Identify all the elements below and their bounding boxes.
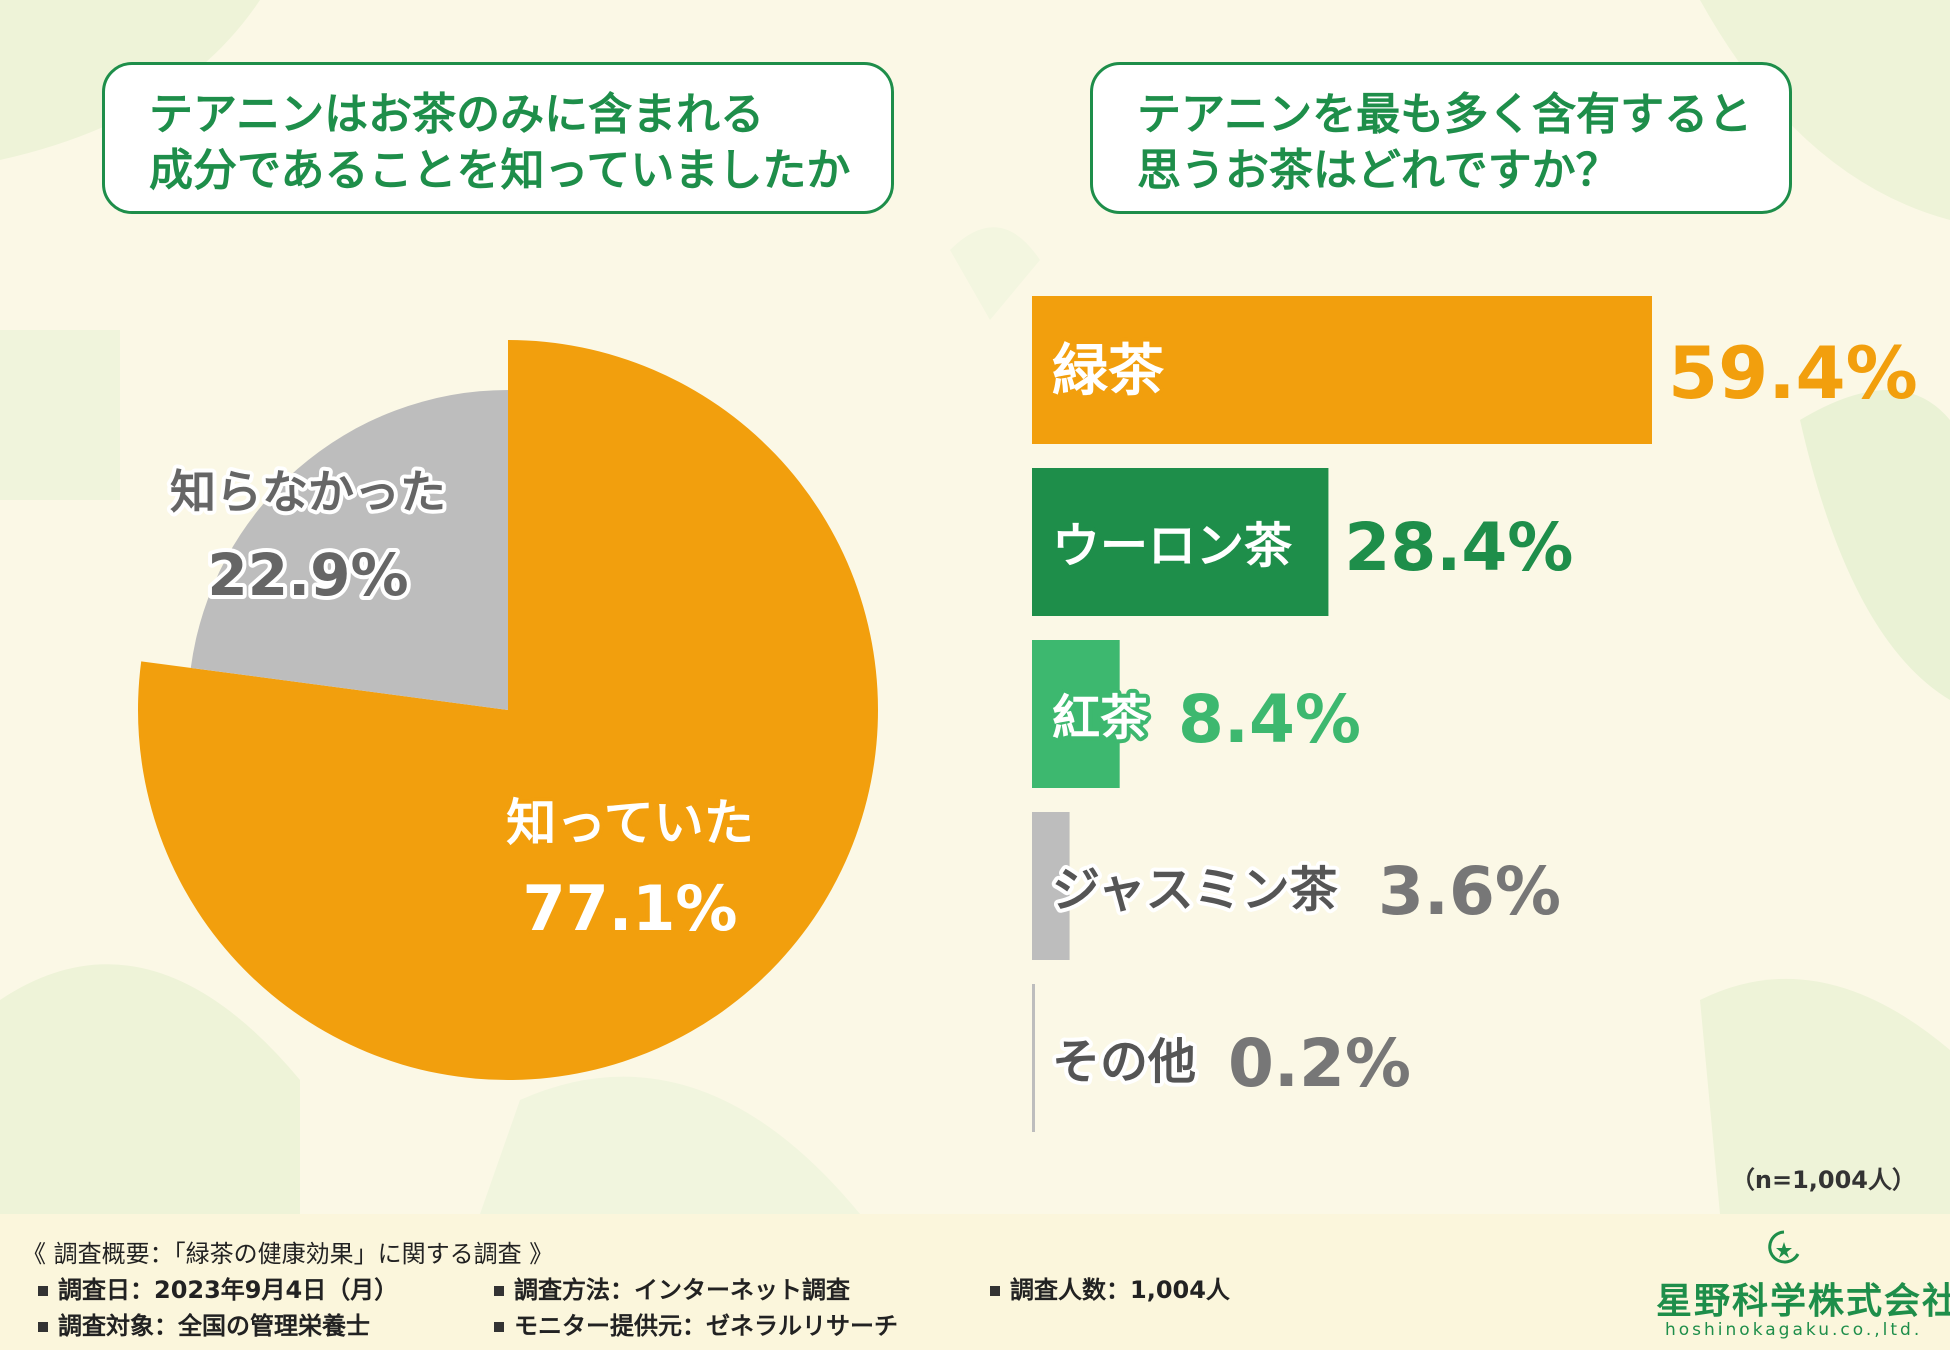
bullet-icon <box>990 1286 1000 1296</box>
footer: 《 調査概要：「緑茶の健康効果」に関する調査 》 調査日：2023年9月4日（月… <box>0 1214 1950 1350</box>
bar-label-0: 緑茶 <box>1052 339 1164 404</box>
question-1-box: テアニンはお茶のみに含まれる 成分であることを知っていましたか <box>102 62 894 214</box>
pie-slice-1 <box>190 390 508 710</box>
company-logo-icon <box>1768 1230 1800 1264</box>
survey-date: 調査日：2023年9月4日（月） <box>58 1276 399 1304</box>
bar-4 <box>1032 984 1035 1132</box>
survey-count-item: 調査人数：1,004人 <box>990 1270 1230 1305</box>
survey-method: 調査方法：インターネット調査 <box>514 1276 850 1304</box>
pie-value-label-1: 22.9% <box>207 541 408 609</box>
question-1-line-2: 成分であることを知っていましたか <box>149 145 851 196</box>
bullet-icon <box>38 1322 48 1332</box>
company-name: 星野科学株式会社 <box>1656 1281 1950 1322</box>
question-2-box: テアニンを最も多く含有すると 思うお茶はどれですか？ <box>1090 62 1792 214</box>
question-2-line-2: 思うお茶はどれですか？ <box>1137 145 1620 196</box>
company-url: hoshinokagaku.co.,ltd. <box>1665 1320 1923 1340</box>
pie-slice-0 <box>138 340 879 1080</box>
survey-method-item: 調査方法：インターネット調査 <box>494 1270 850 1305</box>
question-1-line-1: テアニンはお茶のみに含まれる <box>149 89 765 140</box>
bullet-icon <box>494 1322 504 1332</box>
bullet-icon <box>494 1286 504 1296</box>
survey-provider-item: モニター提供元：ゼネラルリサーチ <box>494 1306 898 1341</box>
bar-2 <box>1032 640 1120 788</box>
bar-label-2: 紅茶 <box>1052 690 1149 746</box>
pie-label-1: 知らなかった <box>170 465 446 519</box>
bar-1 <box>1032 468 1329 616</box>
bar-label-3: ジャスミン茶 <box>1052 862 1339 918</box>
pie-value-label-0: 77.1% <box>522 872 737 945</box>
bar-value-label-3: 3.6% <box>1378 853 1561 930</box>
bar-label-1: ウーロン茶 <box>1052 518 1293 574</box>
question-2-line-1: テアニンを最も多く含有すると <box>1137 89 1753 140</box>
bar-0 <box>1032 296 1652 444</box>
bar-3 <box>1032 812 1070 960</box>
bar-value-label-4: 0.2% <box>1228 1025 1411 1102</box>
survey-target-item: 調査対象：全国の管理栄養士 <box>38 1306 370 1341</box>
bar-value-label-1: 28.4% <box>1344 509 1573 586</box>
survey-count: 調査人数：1,004人 <box>1010 1276 1230 1304</box>
pie-label-0: 知っていた <box>506 794 754 852</box>
survey-provider: モニター提供元：ゼネラルリサーチ <box>514 1312 898 1340</box>
bullet-icon <box>38 1286 48 1296</box>
survey-date-item: 調査日：2023年9月4日（月） <box>38 1270 398 1305</box>
survey-target: 調査対象：全国の管理栄養士 <box>58 1312 370 1340</box>
survey-title: 《 調査概要：「緑茶の健康効果」に関する調査 》 <box>22 1240 554 1268</box>
sample-size-note: （n=1,004人） <box>1730 1166 1916 1194</box>
bar-value-label-0: 59.4% <box>1668 331 1918 415</box>
bar-label-4: その他 <box>1052 1034 1196 1090</box>
bar-value-label-2: 8.4% <box>1178 681 1361 758</box>
